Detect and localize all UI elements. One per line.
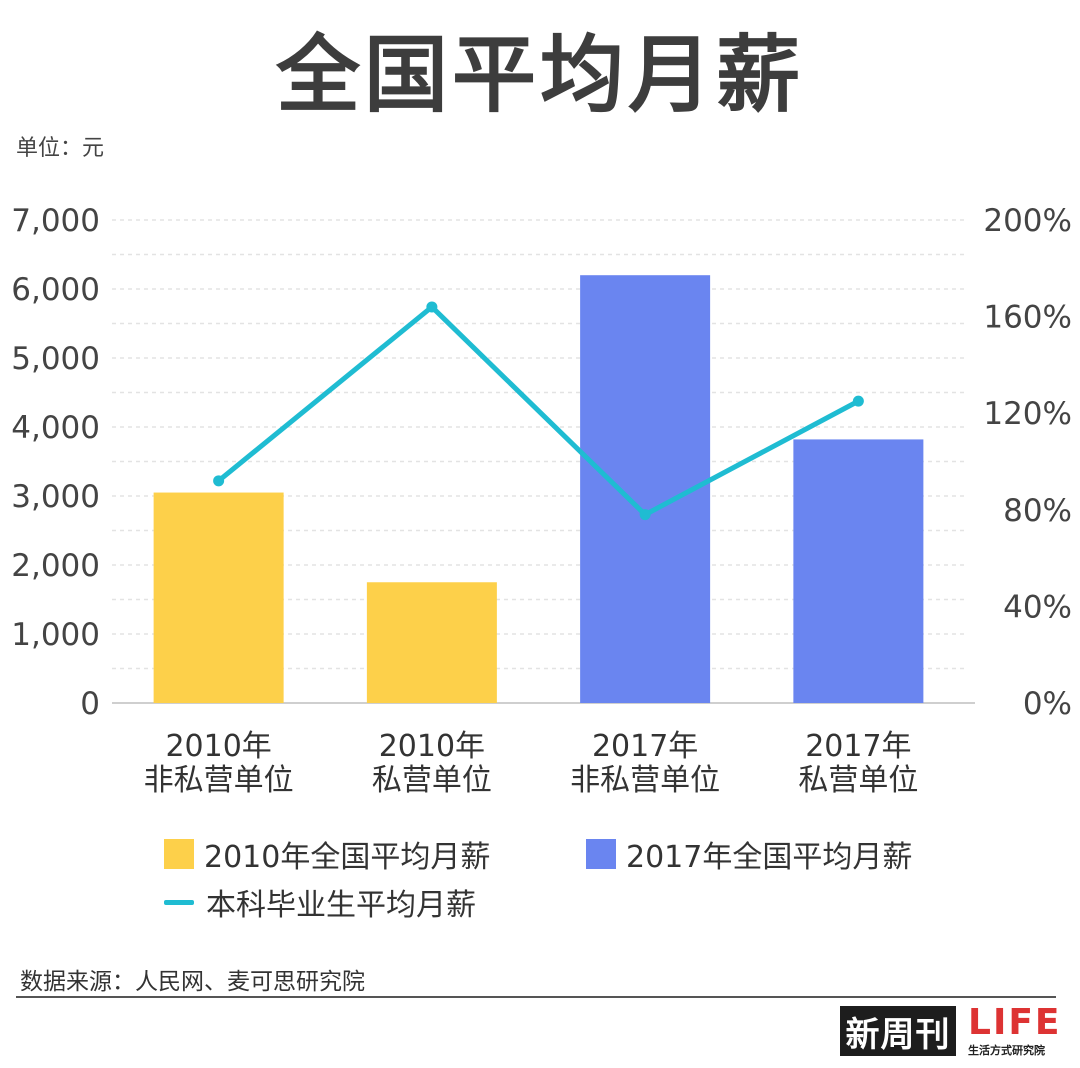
bar — [793, 439, 924, 703]
legend-line-graduate — [164, 899, 194, 905]
x-tick-label: 私营单位 — [372, 763, 492, 798]
y-right-tick-label: 80% — [1003, 493, 1072, 529]
y-left-tick-label: 7,000 — [11, 203, 100, 239]
bar — [366, 582, 497, 703]
y-right-tick-label: 0% — [1023, 686, 1072, 722]
legend-swatch-2017 — [586, 839, 616, 869]
life-logo-word: LIFE — [968, 1002, 1062, 1043]
y-left-tick-label: 1,000 — [11, 617, 100, 653]
line-point — [213, 475, 225, 487]
x-tick-label: 2010年 — [379, 729, 485, 764]
xinzhoukan-logo: 新周刊 — [840, 1006, 956, 1056]
y-left-tick-label: 6,000 — [11, 272, 100, 308]
y-right-tick-label: 200% — [983, 203, 1072, 239]
chart-title: 全国平均月薪 — [275, 26, 804, 124]
legend-item-2010: 2010年全国平均月薪 — [164, 832, 490, 876]
y-right-tick-label: 40% — [1003, 589, 1072, 625]
bar — [153, 492, 284, 703]
footer-divider — [16, 996, 1056, 998]
x-tick-label: 2017年 — [592, 729, 698, 764]
legend-label-2017: 2017年全国平均月薪 — [626, 840, 913, 875]
x-tick-label: 非私营单位 — [570, 763, 720, 798]
line-point — [639, 509, 651, 521]
legend-label-2010: 2010年全国平均月薪 — [204, 840, 491, 875]
y-left-tick-label: 0 — [80, 686, 100, 722]
life-logo: LIFE 生活方式研究院 — [968, 1004, 1068, 1058]
x-tick-label: 私营单位 — [798, 763, 918, 798]
y-right-tick-label: 120% — [983, 396, 1072, 432]
chart-svg: 0 1,000 2,000 3,000 4,000 5,000 6,000 7,000 0% 40… — [11, 203, 1072, 798]
y-left-tick-label: 4,000 — [11, 410, 100, 446]
x-tick-label: 2017年 — [805, 729, 911, 764]
y-left-tick-label: 5,000 — [11, 341, 100, 377]
x-tick-label: 2010年 — [165, 729, 271, 764]
y-left-tick-label: 3,000 — [11, 479, 100, 515]
line-point — [426, 301, 438, 313]
legend-label-graduate: 本科毕业生平均月薪 — [206, 888, 476, 923]
line-point — [852, 395, 864, 407]
legend-swatch-2010 — [164, 839, 194, 869]
legend-item-2017: 2017年全国平均月薪 — [586, 832, 912, 876]
life-logo-sub: 生活方式研究院 — [968, 1044, 1045, 1057]
x-tick-label: 非私营单位 — [144, 763, 294, 798]
legend-item-graduate: 本科毕业生平均月薪 — [164, 880, 476, 924]
unit-label: 单位：元 — [16, 136, 105, 161]
series-line — [217, 304, 860, 518]
y-left-tick-label: 2,000 — [11, 548, 100, 584]
source-note: 数据来源：人民网、麦可思研究院 — [20, 969, 365, 995]
y-right-tick-label: 160% — [983, 300, 1072, 336]
